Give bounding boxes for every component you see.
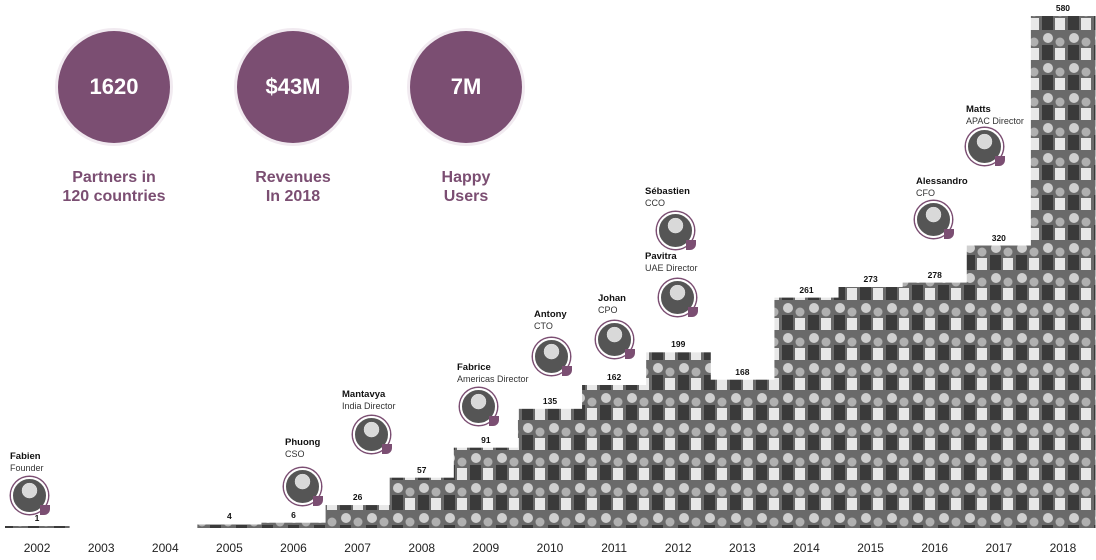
year-label-2009: 2009 (472, 541, 500, 555)
value-label-2010: 135 (542, 395, 558, 406)
bar-2005 (197, 524, 262, 528)
value-label-2009: 91 (481, 434, 491, 445)
stat-users: 7M Happy Users (406, 31, 526, 206)
person-role: CCO (645, 198, 665, 208)
year-label-2018: 2018 (1049, 541, 1077, 555)
stat-partners-value: 1620 (58, 31, 170, 143)
bar-2011 (582, 384, 647, 528)
person-role: UAE Director (645, 263, 698, 273)
person-antony: Antony CTO (534, 309, 567, 331)
stat-partners: 1620 Partners in 120 countries (54, 31, 174, 206)
person-role: APAC Director (966, 116, 1024, 126)
year-label-2008: 2008 (408, 541, 436, 555)
person-name: Matts (966, 104, 991, 115)
year-label-2004: 2004 (151, 541, 179, 555)
year-label-2007: 2007 (344, 541, 371, 555)
stat-revenues-value: $43M (237, 31, 349, 143)
person-alessandro: Alessandro CFO (916, 176, 968, 198)
person-role: India Director (342, 401, 396, 411)
person-name: Alessandro (916, 176, 968, 187)
year-label-2015: 2015 (857, 541, 884, 555)
person-pavitra: Pavitra UAE Director (645, 251, 698, 273)
person-name: Fabien (10, 451, 41, 462)
person-role: CFO (916, 188, 935, 198)
value-label-2018: 580 (1055, 3, 1071, 13)
value-label-2002: 1 (34, 513, 40, 523)
year-label-2006: 2006 (280, 541, 307, 555)
avatar-antony (533, 338, 572, 376)
avatar-fabien (11, 477, 50, 515)
person-name: Antony (534, 309, 567, 320)
bar-2007 (325, 505, 391, 528)
avatar-matts (966, 128, 1005, 166)
value-label-2015: 273 (863, 274, 878, 284)
avatar-fabrice (460, 388, 499, 426)
person-role: CSO (285, 449, 305, 459)
person-johan: Johan CPO (598, 293, 626, 315)
bar-2018 (1030, 16, 1096, 528)
year-label-2013: 2013 (728, 541, 756, 555)
person-mantavya: Mantavya India Director (342, 389, 396, 411)
avatar-sebastien (657, 212, 696, 250)
value-label-2007: 26 (352, 492, 363, 503)
year-label-2017: 2017 (985, 541, 1013, 555)
person-role: CPO (598, 305, 618, 315)
person-name: Mantavya (342, 389, 386, 400)
value-label-2005: 4 (227, 511, 232, 522)
person-name: Sébastien (645, 186, 690, 197)
bar-2013 (710, 379, 775, 528)
person-fabien: Fabien Founder (10, 451, 44, 473)
bar-2015 (838, 287, 904, 528)
value-label-2012: 199 (671, 339, 686, 350)
value-label-2006: 6 (291, 509, 296, 520)
person-sebastien: Sébastien CCO (645, 186, 690, 208)
avatar-alessandro (915, 201, 954, 239)
value-label-2014: 261 (799, 284, 814, 295)
year-label-2010: 2010 (536, 541, 564, 555)
bar-2009 (453, 447, 519, 528)
person-name: Pavitra (645, 251, 677, 262)
bar-2006 (261, 522, 327, 528)
bar-2002 (5, 526, 70, 528)
bar-2014 (774, 297, 840, 528)
stat-partners-label: Partners in 120 countries (62, 169, 166, 205)
bar-2016 (902, 282, 968, 528)
year-label-2012: 2012 (664, 541, 692, 555)
value-label-2017: 320 (991, 232, 1006, 243)
year-label-2011: 2011 (601, 541, 628, 555)
avatar-phuong (284, 468, 323, 506)
person-role: CTO (534, 321, 553, 331)
bar-2017 (966, 245, 1032, 528)
person-phuong: Phuong CSO (285, 437, 320, 459)
person-name: Fabrice (457, 362, 491, 373)
stat-revenues: $43M Revenues In 2018 (228, 31, 358, 206)
bar-2010 (517, 408, 583, 528)
year-label-2016: 2016 (921, 541, 949, 555)
year-label-2014: 2014 (793, 541, 820, 555)
value-label-2016: 278 (927, 269, 942, 280)
year-label-2003: 2003 (87, 541, 115, 555)
value-label-2011: 162 (607, 371, 622, 382)
stat-users-value: 7M (410, 31, 522, 143)
avatar-pavitra (659, 279, 698, 317)
avatar-mantavya (353, 416, 392, 454)
stat-users-label: Happy Users (441, 169, 491, 205)
person-matts: Matts APAC Director (966, 104, 1024, 126)
person-name: Phuong (285, 437, 321, 448)
person-role: Americas Director (457, 374, 529, 384)
year-label-2005: 2005 (216, 541, 243, 555)
value-label-2008: 57 (417, 464, 427, 475)
avatar-johan (596, 321, 635, 359)
stat-revenues-label: Revenues In 2018 (255, 169, 331, 205)
person-role: Founder (10, 463, 44, 473)
bar-2008 (389, 477, 455, 528)
person-name: Johan (598, 293, 626, 304)
value-label-2013: 168 (735, 366, 750, 377)
person-fabrice: Fabrice Americas Director (457, 362, 529, 384)
bar-2012 (646, 352, 711, 528)
year-label-2002: 2002 (23, 541, 51, 555)
